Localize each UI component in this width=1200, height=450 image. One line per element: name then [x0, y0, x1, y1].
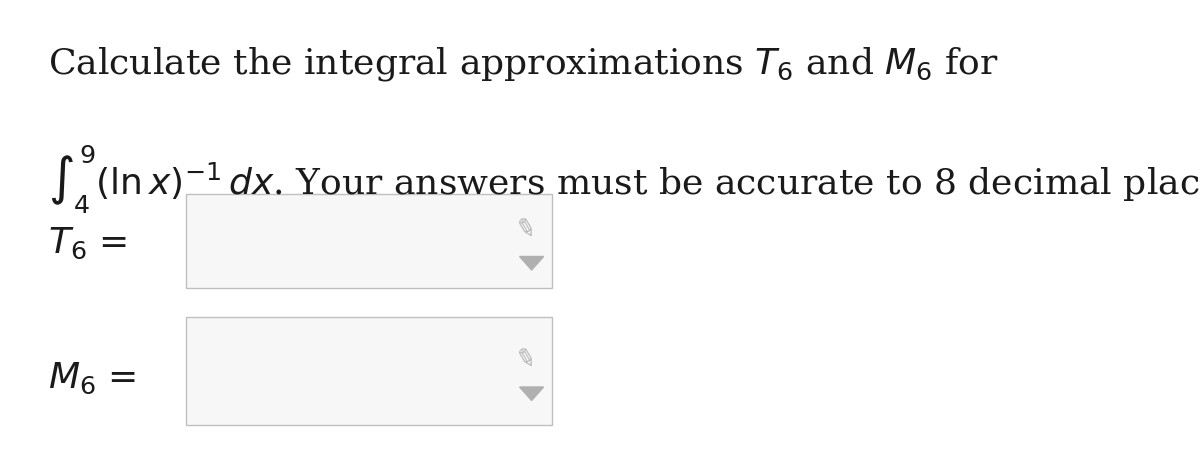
- Text: Calculate the integral approximations $T_6$ and $M_6$ for: Calculate the integral approximations $T…: [48, 45, 998, 83]
- Text: $T_6$ =: $T_6$ =: [48, 225, 127, 261]
- Polygon shape: [520, 387, 544, 400]
- Text: $\int_4^9 (\ln x)^{-1}\,dx$. Your answers must be accurate to 8 decimal places.: $\int_4^9 (\ln x)^{-1}\,dx$. Your answer…: [48, 144, 1200, 216]
- Polygon shape: [520, 256, 544, 270]
- Bar: [186, 194, 552, 288]
- Text: $M_6$ =: $M_6$ =: [48, 360, 136, 396]
- Bar: [186, 317, 552, 425]
- Text: ✎: ✎: [512, 215, 539, 244]
- Text: ✎: ✎: [512, 346, 539, 374]
